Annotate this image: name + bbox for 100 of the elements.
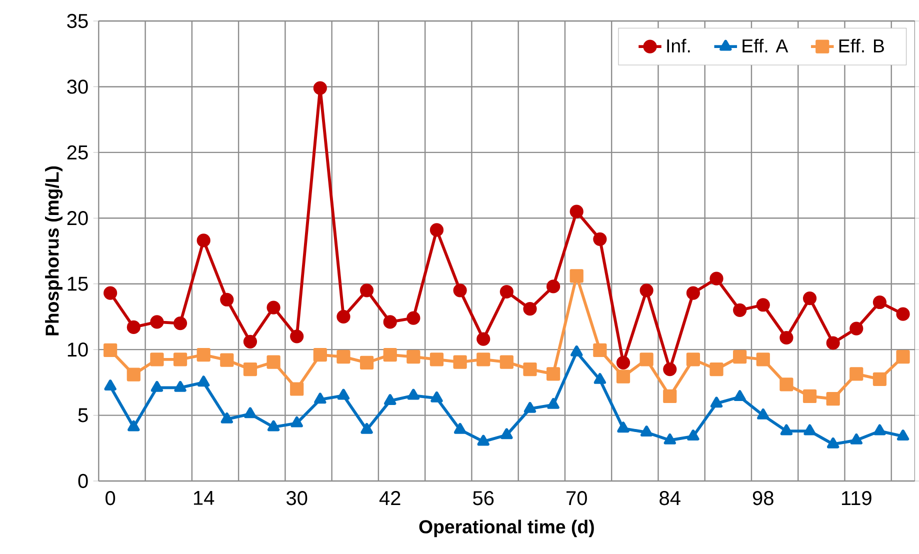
point xyxy=(826,336,840,350)
point xyxy=(104,380,116,391)
point xyxy=(453,284,467,298)
point xyxy=(360,284,374,298)
point xyxy=(500,355,514,369)
point xyxy=(710,272,724,286)
point xyxy=(826,392,840,406)
x-tick-label: 70 xyxy=(566,491,587,506)
point xyxy=(430,223,444,237)
point xyxy=(756,298,770,312)
point xyxy=(383,348,397,362)
point xyxy=(733,350,747,364)
point xyxy=(896,350,910,364)
x-tick-label: 14 xyxy=(194,491,214,505)
point xyxy=(196,234,210,248)
point xyxy=(220,292,234,306)
point xyxy=(546,280,560,294)
point xyxy=(687,430,700,440)
point xyxy=(804,424,816,436)
x-tick-label: 98 xyxy=(752,491,774,506)
point xyxy=(453,355,467,369)
point xyxy=(196,348,210,362)
x-tick-label: 119 xyxy=(842,491,872,506)
point xyxy=(757,408,770,420)
point xyxy=(290,416,303,428)
point xyxy=(360,422,373,434)
point xyxy=(524,402,536,413)
point xyxy=(547,398,560,409)
point xyxy=(476,332,490,346)
point xyxy=(243,334,258,348)
legend-label: Eff. B xyxy=(839,38,884,52)
point xyxy=(384,394,396,405)
point xyxy=(244,407,256,418)
point xyxy=(640,284,654,298)
point xyxy=(780,330,794,345)
y-tick-label: 25 xyxy=(67,145,88,160)
point xyxy=(104,286,118,300)
point xyxy=(220,353,234,367)
legend-label: Inf. xyxy=(667,38,690,52)
point xyxy=(290,330,304,344)
point xyxy=(663,389,677,404)
point xyxy=(173,352,188,366)
point xyxy=(430,391,443,402)
point xyxy=(174,380,186,392)
point xyxy=(104,343,118,358)
point xyxy=(826,437,840,448)
point xyxy=(523,362,537,376)
legend-label: Eff. A xyxy=(742,38,788,52)
point xyxy=(850,322,864,336)
x-tick-label: 0 xyxy=(106,491,116,506)
y-tick-label: 20 xyxy=(67,211,88,226)
point xyxy=(336,350,350,364)
x-tick-label: 84 xyxy=(660,491,680,506)
point xyxy=(570,204,584,218)
x-tick-label: 30 xyxy=(286,491,308,506)
point xyxy=(896,430,910,440)
point xyxy=(664,433,676,444)
point xyxy=(267,420,280,432)
point xyxy=(128,420,140,432)
point xyxy=(850,433,862,444)
point xyxy=(570,345,583,356)
point xyxy=(802,292,817,306)
point xyxy=(454,422,466,434)
point xyxy=(734,390,746,402)
point xyxy=(430,352,444,366)
point xyxy=(360,356,374,370)
y-tick-label: 5 xyxy=(78,408,88,422)
point xyxy=(546,367,560,381)
x-axis-title: Operational time (d) xyxy=(419,520,594,538)
point xyxy=(593,232,607,246)
x-tick-label: 42 xyxy=(379,491,400,506)
point xyxy=(616,370,630,384)
point xyxy=(640,352,654,366)
point xyxy=(663,362,677,376)
point xyxy=(640,426,653,437)
point xyxy=(710,396,723,408)
point xyxy=(173,316,188,330)
point xyxy=(407,388,420,400)
point xyxy=(266,355,280,369)
point xyxy=(780,378,794,392)
point xyxy=(336,310,350,324)
point xyxy=(733,303,747,317)
y-tick-label: 15 xyxy=(68,276,88,291)
point xyxy=(896,307,910,321)
point xyxy=(616,356,630,370)
point xyxy=(874,424,886,436)
point xyxy=(197,376,210,387)
point xyxy=(337,388,350,400)
point xyxy=(617,422,630,433)
point xyxy=(313,348,327,362)
point xyxy=(872,372,887,386)
point xyxy=(710,362,724,376)
point xyxy=(314,392,326,404)
point xyxy=(476,352,490,366)
point xyxy=(594,373,606,384)
point xyxy=(523,302,537,316)
point xyxy=(383,315,397,329)
point xyxy=(406,311,420,325)
point xyxy=(266,300,280,314)
point xyxy=(220,412,233,424)
